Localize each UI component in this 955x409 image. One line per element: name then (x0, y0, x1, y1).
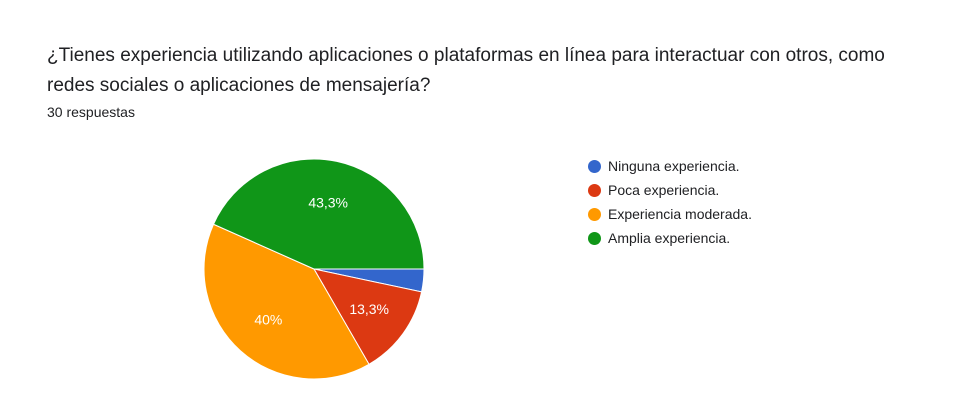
legend-swatch-icon (588, 207, 601, 221)
pie-slice-amplia[interactable] (212, 158, 425, 270)
legend-label: Poca experiencia. (608, 182, 720, 198)
legend-item-amplia[interactable]: Amplia experiencia. (588, 227, 752, 249)
legend-item-poca[interactable]: Poca experiencia. (588, 179, 752, 201)
pie-slice-poca[interactable] (313, 268, 423, 365)
response-count: 30 respuestas (47, 104, 135, 120)
legend-item-ninguna[interactable]: Ninguna experiencia. (588, 155, 752, 177)
pie-slice-moderada[interactable] (203, 223, 370, 380)
question-title: ¿Tienes experiencia utilizando aplicacio… (47, 45, 885, 96)
legend-label: Ninguna experiencia. (608, 158, 740, 174)
legend-label: Amplia experiencia. (608, 230, 731, 246)
slice-label-moderada: 40% (254, 312, 282, 328)
legend-swatch-icon (588, 183, 601, 197)
legend-swatch-icon (588, 159, 601, 173)
chart-legend: Ninguna experiencia. Poca experiencia. E… (588, 155, 752, 251)
legend-swatch-icon (588, 231, 601, 245)
legend-label: Experiencia moderada. (608, 206, 752, 222)
legend-item-moderada[interactable]: Experiencia moderada. (588, 203, 752, 225)
slice-label-poca: 13,3% (349, 301, 389, 317)
slice-label-amplia: 43,3% (308, 194, 348, 210)
